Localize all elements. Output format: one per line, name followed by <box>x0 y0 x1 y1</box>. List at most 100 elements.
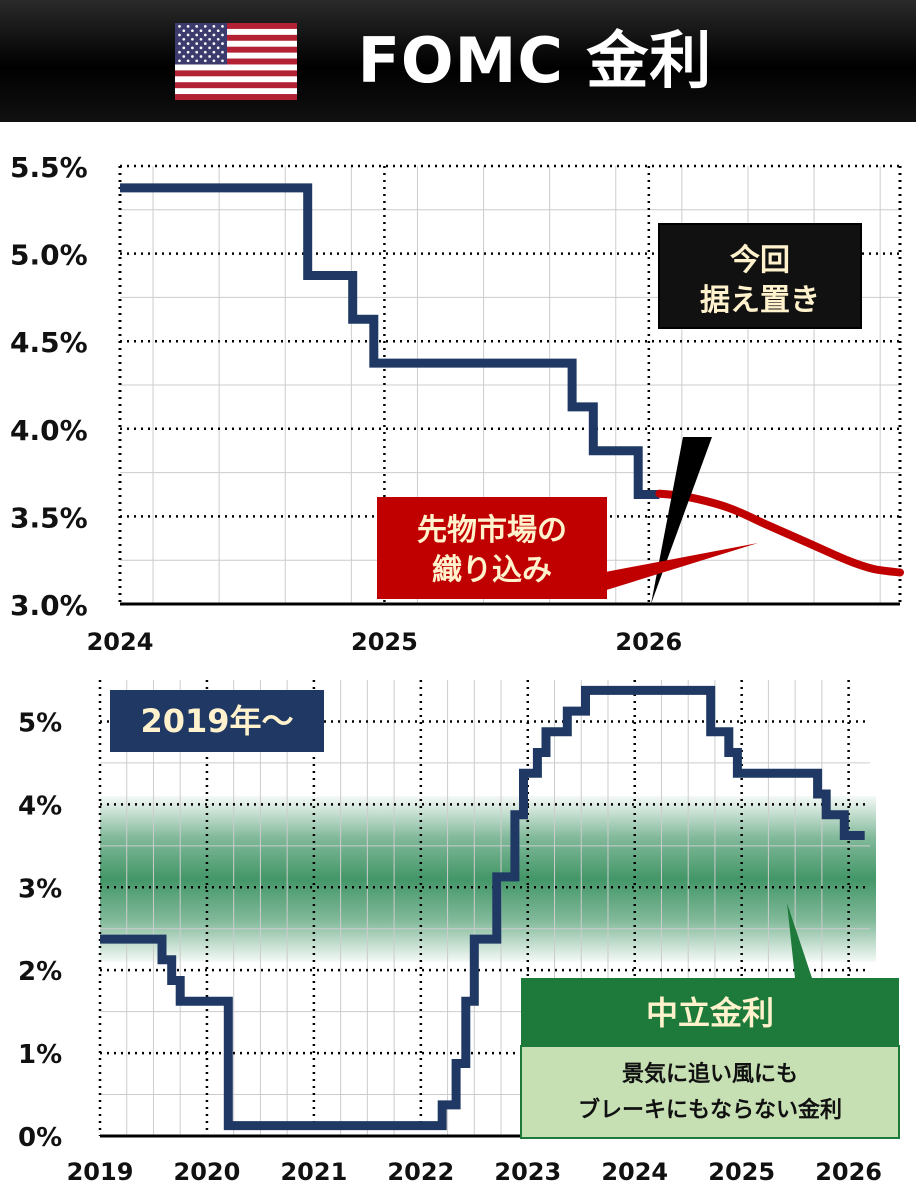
flag-star <box>216 55 220 58</box>
futures-callout-box <box>377 497 607 599</box>
flag-star <box>195 25 199 28</box>
y-tick-label: 3.5% <box>10 501 88 534</box>
flag-star <box>191 46 194 50</box>
flag-stripe <box>175 88 297 95</box>
flag-star <box>212 59 216 63</box>
top-chart-y-ticks: 3.0% 3.5% 4.0% 4.5% 5.0% 5.5% <box>10 151 88 622</box>
x-tick-label: 2019 <box>67 1158 134 1186</box>
top-chart-x-ticks: 2024 2025 2026 <box>87 628 683 656</box>
hold-callout-line-1: 今回 <box>730 243 790 278</box>
flag-star <box>186 25 190 28</box>
period-callout: 2019年〜 <box>110 690 324 752</box>
flag-star <box>186 50 190 54</box>
flag-star <box>186 59 190 63</box>
flag-star <box>195 33 199 37</box>
y-tick-label: 4% <box>18 791 62 821</box>
flag-star <box>182 29 186 33</box>
y-tick-label: 5.5% <box>10 151 88 184</box>
x-tick-label: 2021 <box>280 1158 347 1186</box>
header: FOMC 金利 <box>0 0 916 122</box>
flag-star <box>195 59 199 63</box>
flag-star <box>178 42 181 45</box>
flag-star <box>178 59 181 63</box>
neutral-rate-title: 中立金利 <box>646 994 774 1032</box>
y-tick-label: 3% <box>18 874 62 904</box>
flag-stripe <box>175 40 297 47</box>
x-tick-label: 2025 <box>708 1158 775 1186</box>
flag-star <box>186 42 190 45</box>
futures-callout-line-1: 先物市場の <box>417 513 567 548</box>
x-tick-label: 2026 <box>815 1158 882 1186</box>
x-tick-label: 2020 <box>174 1158 241 1186</box>
neutral-rate-desc-line-1: 景気に追い風にも <box>622 1061 798 1087</box>
flag-star <box>191 37 194 41</box>
y-tick-label: 4.0% <box>10 414 88 447</box>
flag-stripe <box>175 34 297 42</box>
flag-star <box>212 42 216 45</box>
flag-star <box>203 59 207 63</box>
flag-star <box>212 33 216 37</box>
flag-star <box>199 29 203 33</box>
rate-step-line <box>120 183 660 499</box>
flag-star <box>216 46 220 50</box>
neutral-rate-callout-pointer <box>787 903 812 978</box>
neutral-rate-title-box <box>521 978 899 1046</box>
flag-stripe <box>175 64 297 71</box>
us-flag-icon <box>175 23 297 100</box>
flag-star <box>199 55 203 58</box>
y-tick-label: 3.0% <box>10 589 88 622</box>
y-tick-label: 4.5% <box>10 326 88 359</box>
flag-star <box>212 25 216 28</box>
flag-star <box>208 55 211 58</box>
flag-star <box>203 33 207 37</box>
flag-star <box>221 42 224 45</box>
flag-star <box>178 50 181 54</box>
flag-stripe <box>175 46 297 53</box>
flag-star <box>195 50 199 54</box>
hold-callout-box <box>658 223 862 329</box>
top-chart-series <box>120 183 904 577</box>
flag-star <box>216 37 220 41</box>
flag-star <box>221 59 224 63</box>
flag-star <box>182 46 186 50</box>
neutral-rate-callout: 中立金利 景気に追い風にも ブレーキにもならない金利 <box>520 903 900 1139</box>
bottom-chart-series <box>100 685 865 1131</box>
x-tick-label: 2026 <box>615 628 682 656</box>
flag-star <box>208 37 211 41</box>
futures-callout-pointer <box>600 543 758 592</box>
bottom-chart-y-ticks: 0% 1% 2% 3% 4% 5% <box>18 708 62 1153</box>
flag-star <box>199 37 203 41</box>
flag-stripe <box>175 28 297 36</box>
flag-stripe <box>175 70 297 77</box>
hold-callout-line-2: 据え置き <box>700 283 820 318</box>
y-tick-label: 1% <box>18 1040 62 1070</box>
flag-star <box>178 25 181 28</box>
x-tick-label: 2025 <box>351 628 418 656</box>
bottom-chart-x-ticks: 2019 2020 2021 2022 2023 2024 2025 2026 <box>67 1158 882 1186</box>
y-tick-label: 5.0% <box>10 239 88 272</box>
neutral-rate-band <box>100 796 876 962</box>
flag-star <box>199 46 203 50</box>
y-tick-label: 2% <box>18 957 62 987</box>
flag-star <box>182 55 186 58</box>
hold-callout: 今回 据え置き <box>651 223 862 604</box>
y-tick-label: 5% <box>18 708 62 738</box>
x-tick-label: 2022 <box>387 1158 454 1186</box>
flag-star <box>221 25 224 28</box>
x-tick-label: 2024 <box>87 628 154 656</box>
flag-star <box>203 42 207 45</box>
neutral-rate-desc-line-2: ブレーキにもならない金利 <box>578 1097 842 1123</box>
futures-callout-line-2: 織り込み <box>432 553 552 588</box>
page-title: FOMC 金利 <box>357 24 713 97</box>
flag-star <box>191 29 194 33</box>
flag-star <box>212 50 216 54</box>
flag-star <box>216 29 220 33</box>
flag-stripe <box>175 52 297 59</box>
flag-star <box>203 25 207 28</box>
rate-step-line <box>100 685 865 1131</box>
flag-stripe <box>175 94 297 100</box>
flag-star <box>182 37 186 41</box>
flag-star <box>221 33 224 37</box>
flag-stripe <box>175 58 297 65</box>
futures-implied-line <box>655 489 904 577</box>
